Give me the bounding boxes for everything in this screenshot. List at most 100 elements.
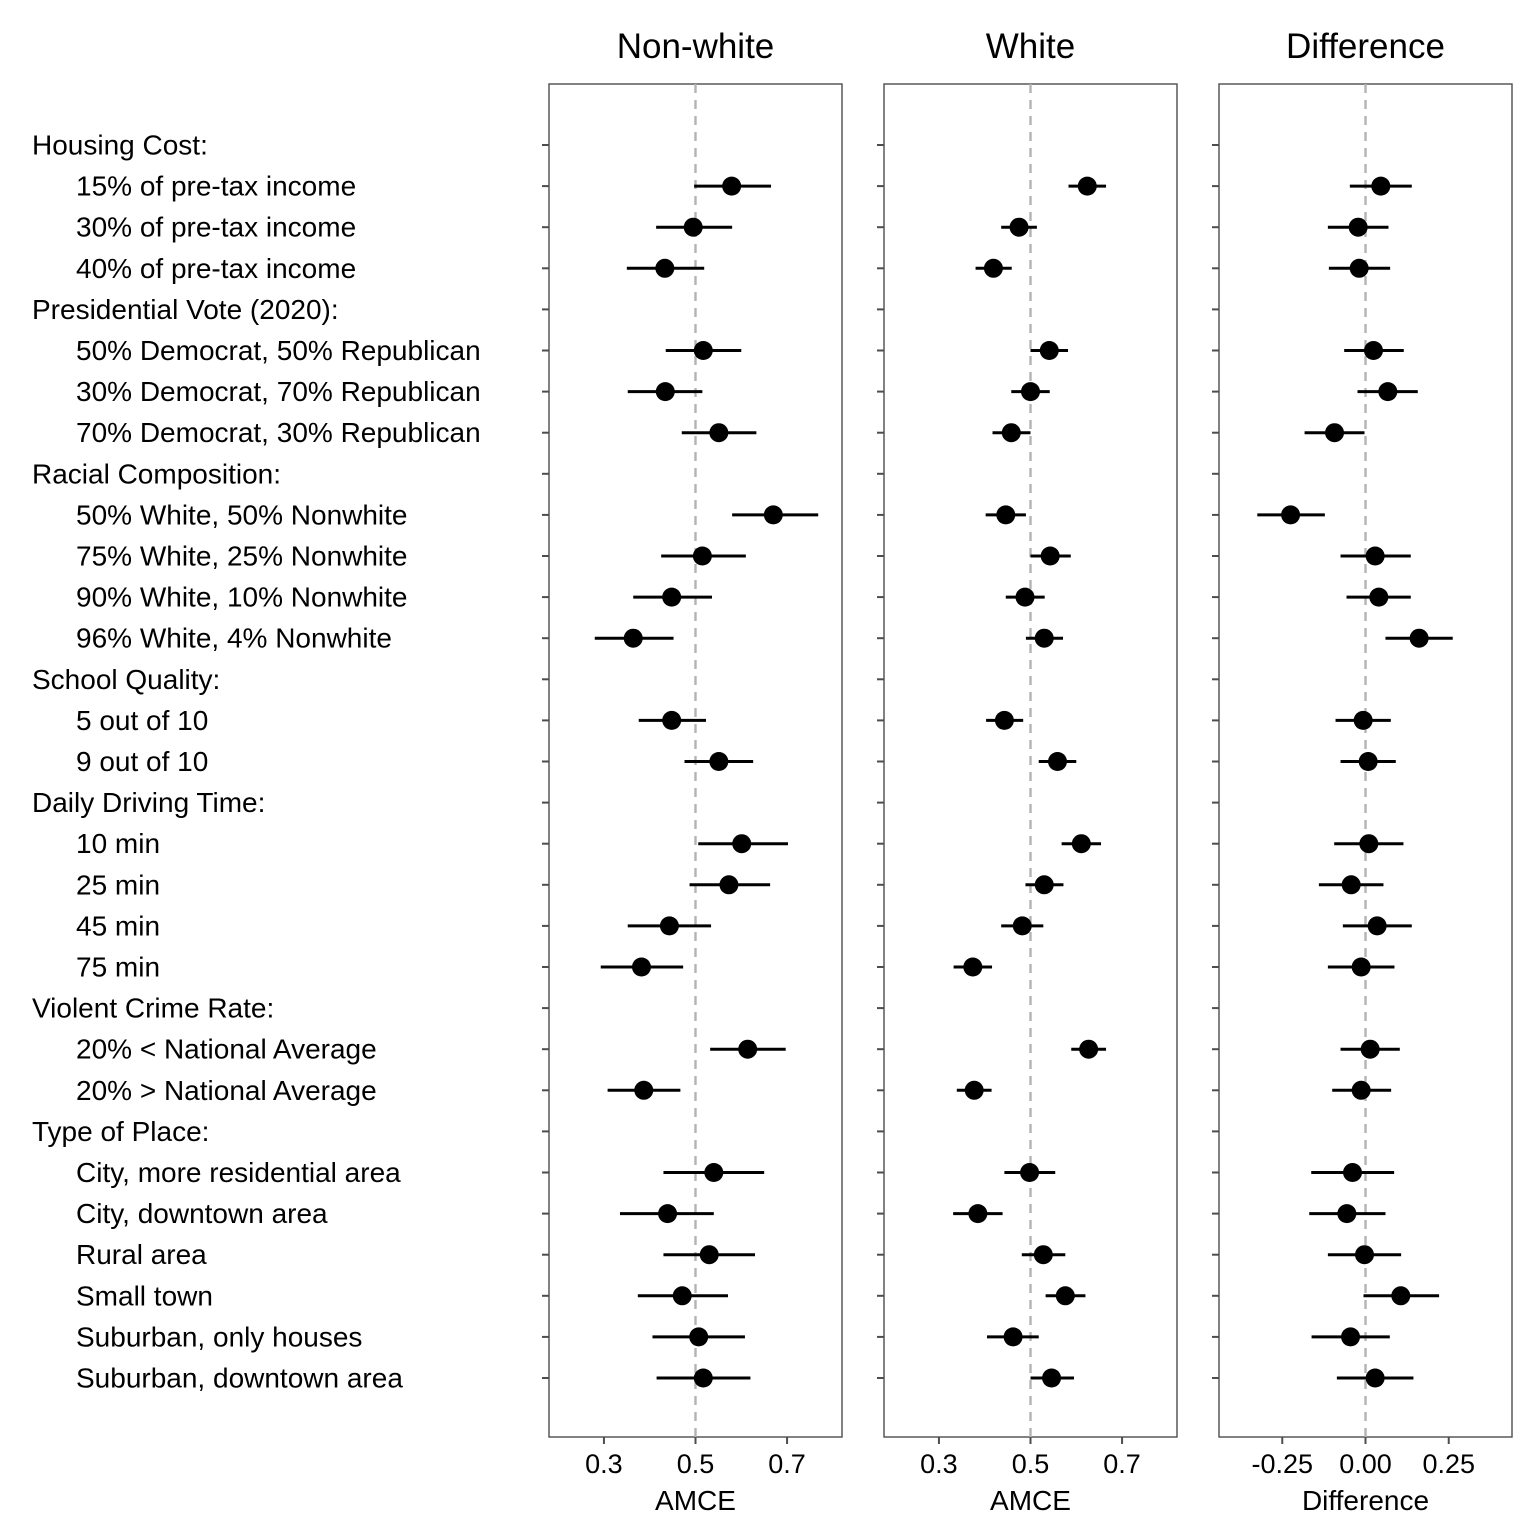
row-level-label: 20% < National Average [76,1034,377,1065]
estimate-point [1040,546,1060,566]
row-level-label: 90% White, 10% Nonwhite [76,582,408,613]
row-header-label: School Quality: [32,664,220,695]
estimate-point [1391,1286,1411,1306]
row-level-label: Suburban, downtown area [76,1363,403,1394]
estimate-point [699,1245,719,1265]
x-tick-label: 0.7 [1103,1449,1141,1479]
estimate-point [968,1204,988,1224]
estimate-point [732,834,752,854]
row-level-label: 9 out of 10 [76,746,208,777]
estimate-point [1003,1327,1023,1347]
row-level-label: City, more residential area [76,1157,401,1188]
row-level-label: 30% of pre-tax income [76,212,356,243]
estimate-point [1371,176,1391,196]
estimate-point [709,752,729,771]
estimate-point [719,875,739,895]
estimate-point [655,258,675,278]
estimate-point [763,505,783,525]
estimate-point [1348,217,1368,237]
row-level-label: 50% Democrat, 50% Republican [76,335,481,366]
estimate-point [683,217,703,237]
row-level-label: 75 min [76,952,160,983]
estimate-point [1369,587,1389,607]
estimate-point [983,258,1003,278]
x-tick-label: 0.7 [768,1449,806,1479]
estimate-point [1343,1163,1363,1182]
estimate-point [662,710,682,730]
estimate-point [1349,258,1369,278]
estimate-point [1409,628,1429,648]
row-level-label: 50% White, 50% Nonwhite [76,499,408,530]
estimate-point [1351,957,1371,977]
estimate-point [738,1039,758,1059]
row-level-label: 10 min [76,828,160,859]
estimate-point [1020,1163,1040,1182]
row-labels: Housing Cost: 15% of pre-tax income 30% of… [32,130,481,1394]
panel-title: Non-white [617,27,775,66]
estimate-point [658,1204,678,1224]
estimate-point [722,176,742,196]
x-tick-label: 0.3 [585,1449,623,1479]
row-level-label: Suburban, only houses [76,1321,362,1352]
estimate-point [1351,1080,1371,1100]
estimate-point [1039,341,1059,360]
row-level-label: 30% Democrat, 70% Republican [76,376,481,407]
row-level-label: 75% White, 25% Nonwhite [76,541,408,572]
x-axis-title: Difference [1302,1485,1429,1516]
x-axis-title: AMCE [655,1485,736,1516]
row-level-label: 70% Democrat, 30% Republican [76,417,481,448]
row-level-label: 5 out of 10 [76,705,208,736]
estimate-point [1341,1327,1361,1347]
estimate-point [964,1080,984,1100]
estimate-point [709,423,729,443]
estimate-point [1281,505,1301,525]
estimate-point [662,587,682,607]
estimate-point [1001,423,1021,443]
estimate-point [1012,916,1032,936]
estimate-point [1358,752,1378,771]
row-level-label: 40% of pre-tax income [76,253,356,284]
estimate-point [1367,916,1387,936]
estimate-point [1365,1368,1385,1388]
estimate-point [1034,628,1054,648]
estimate-point [1021,382,1040,402]
estimate-point [1009,217,1029,237]
estimate-point [963,957,983,977]
estimate-point [693,1368,713,1388]
row-header-label: Type of Place: [32,1116,209,1147]
estimate-point [1378,382,1398,402]
row-level-label: 15% of pre-tax income [76,171,356,202]
panels: Non-white 0.3 0.5 0.7 AMCE White 0.3 0.5 0.7 AMCE… [542,27,1513,1516]
estimate-point [1055,1286,1075,1306]
x-axis-title: AMCE [990,1485,1071,1516]
estimate-point [1015,587,1035,607]
estimate-point [1079,1039,1099,1059]
estimate-point [1071,834,1091,854]
row-level-label: 96% White, 4% Nonwhite [76,623,392,654]
estimate-point [1353,710,1373,730]
row-header-label: Violent Crime Rate: [32,993,274,1024]
estimate-point [996,505,1016,525]
estimate-point [1042,1368,1062,1388]
estimate-point [1325,423,1345,443]
panel-title: Difference [1286,27,1445,66]
panel-0: Non-white 0.3 0.5 0.7 AMCE [542,27,843,1516]
panel-2: Difference -0.25 0.00 0.25 Difference [1212,27,1513,1516]
row-header-label: Racial Composition: [32,458,281,489]
row-level-label: 20% > National Average [76,1075,377,1106]
estimate-point [659,916,679,936]
estimate-point [1365,546,1385,566]
estimate-point [1359,834,1379,854]
estimate-point [623,628,643,648]
estimate-point [693,341,713,360]
x-tick-label: 0.3 [920,1449,958,1479]
row-level-label: City, downtown area [76,1198,328,1229]
row-level-label: 45 min [76,910,160,941]
row-header-label: Presidential Vote (2020): [32,294,339,325]
estimate-point [634,1080,654,1100]
row-level-label: Small town [76,1280,213,1311]
x-tick-label: 0.5 [677,1449,715,1479]
row-header-label: Daily Driving Time: [32,787,265,818]
row-level-label: 25 min [76,869,160,900]
